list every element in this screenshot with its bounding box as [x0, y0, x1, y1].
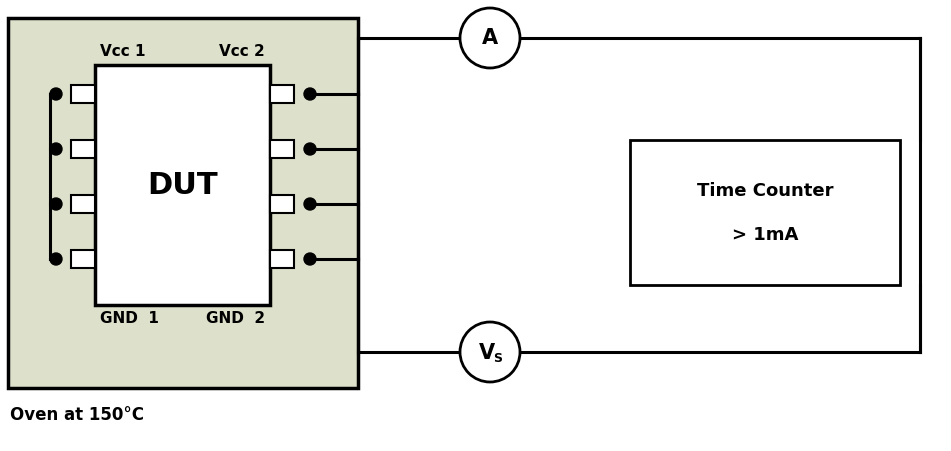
Text: Time Counter: Time Counter	[697, 181, 833, 199]
Bar	[71, 140, 95, 158]
Bar	[71, 250, 95, 268]
Text: DUT: DUT	[147, 170, 218, 199]
Text: V: V	[479, 343, 495, 363]
Text: S: S	[494, 353, 502, 365]
Bar	[270, 85, 294, 103]
Text: Vcc 2: Vcc 2	[220, 44, 265, 59]
Circle shape	[50, 198, 62, 210]
Text: GND  1: GND 1	[100, 311, 159, 326]
Circle shape	[304, 198, 316, 210]
Bar	[71, 195, 95, 213]
Circle shape	[50, 88, 62, 100]
Bar	[8, 18, 358, 388]
Text: Vcc 1: Vcc 1	[100, 44, 146, 59]
Circle shape	[304, 253, 316, 265]
Circle shape	[50, 253, 62, 265]
Bar	[95, 65, 270, 305]
Circle shape	[50, 143, 62, 155]
Text: A: A	[482, 28, 498, 48]
Circle shape	[460, 322, 520, 382]
Bar	[270, 195, 294, 213]
Circle shape	[460, 8, 520, 68]
Bar	[71, 85, 95, 103]
Circle shape	[304, 88, 316, 100]
Text: > 1mA: > 1mA	[732, 226, 798, 244]
Bar	[630, 140, 900, 285]
Bar	[270, 250, 294, 268]
Text: GND  2: GND 2	[205, 311, 265, 326]
Text: Oven at 150°C: Oven at 150°C	[10, 406, 144, 424]
Bar	[270, 140, 294, 158]
Circle shape	[304, 143, 316, 155]
